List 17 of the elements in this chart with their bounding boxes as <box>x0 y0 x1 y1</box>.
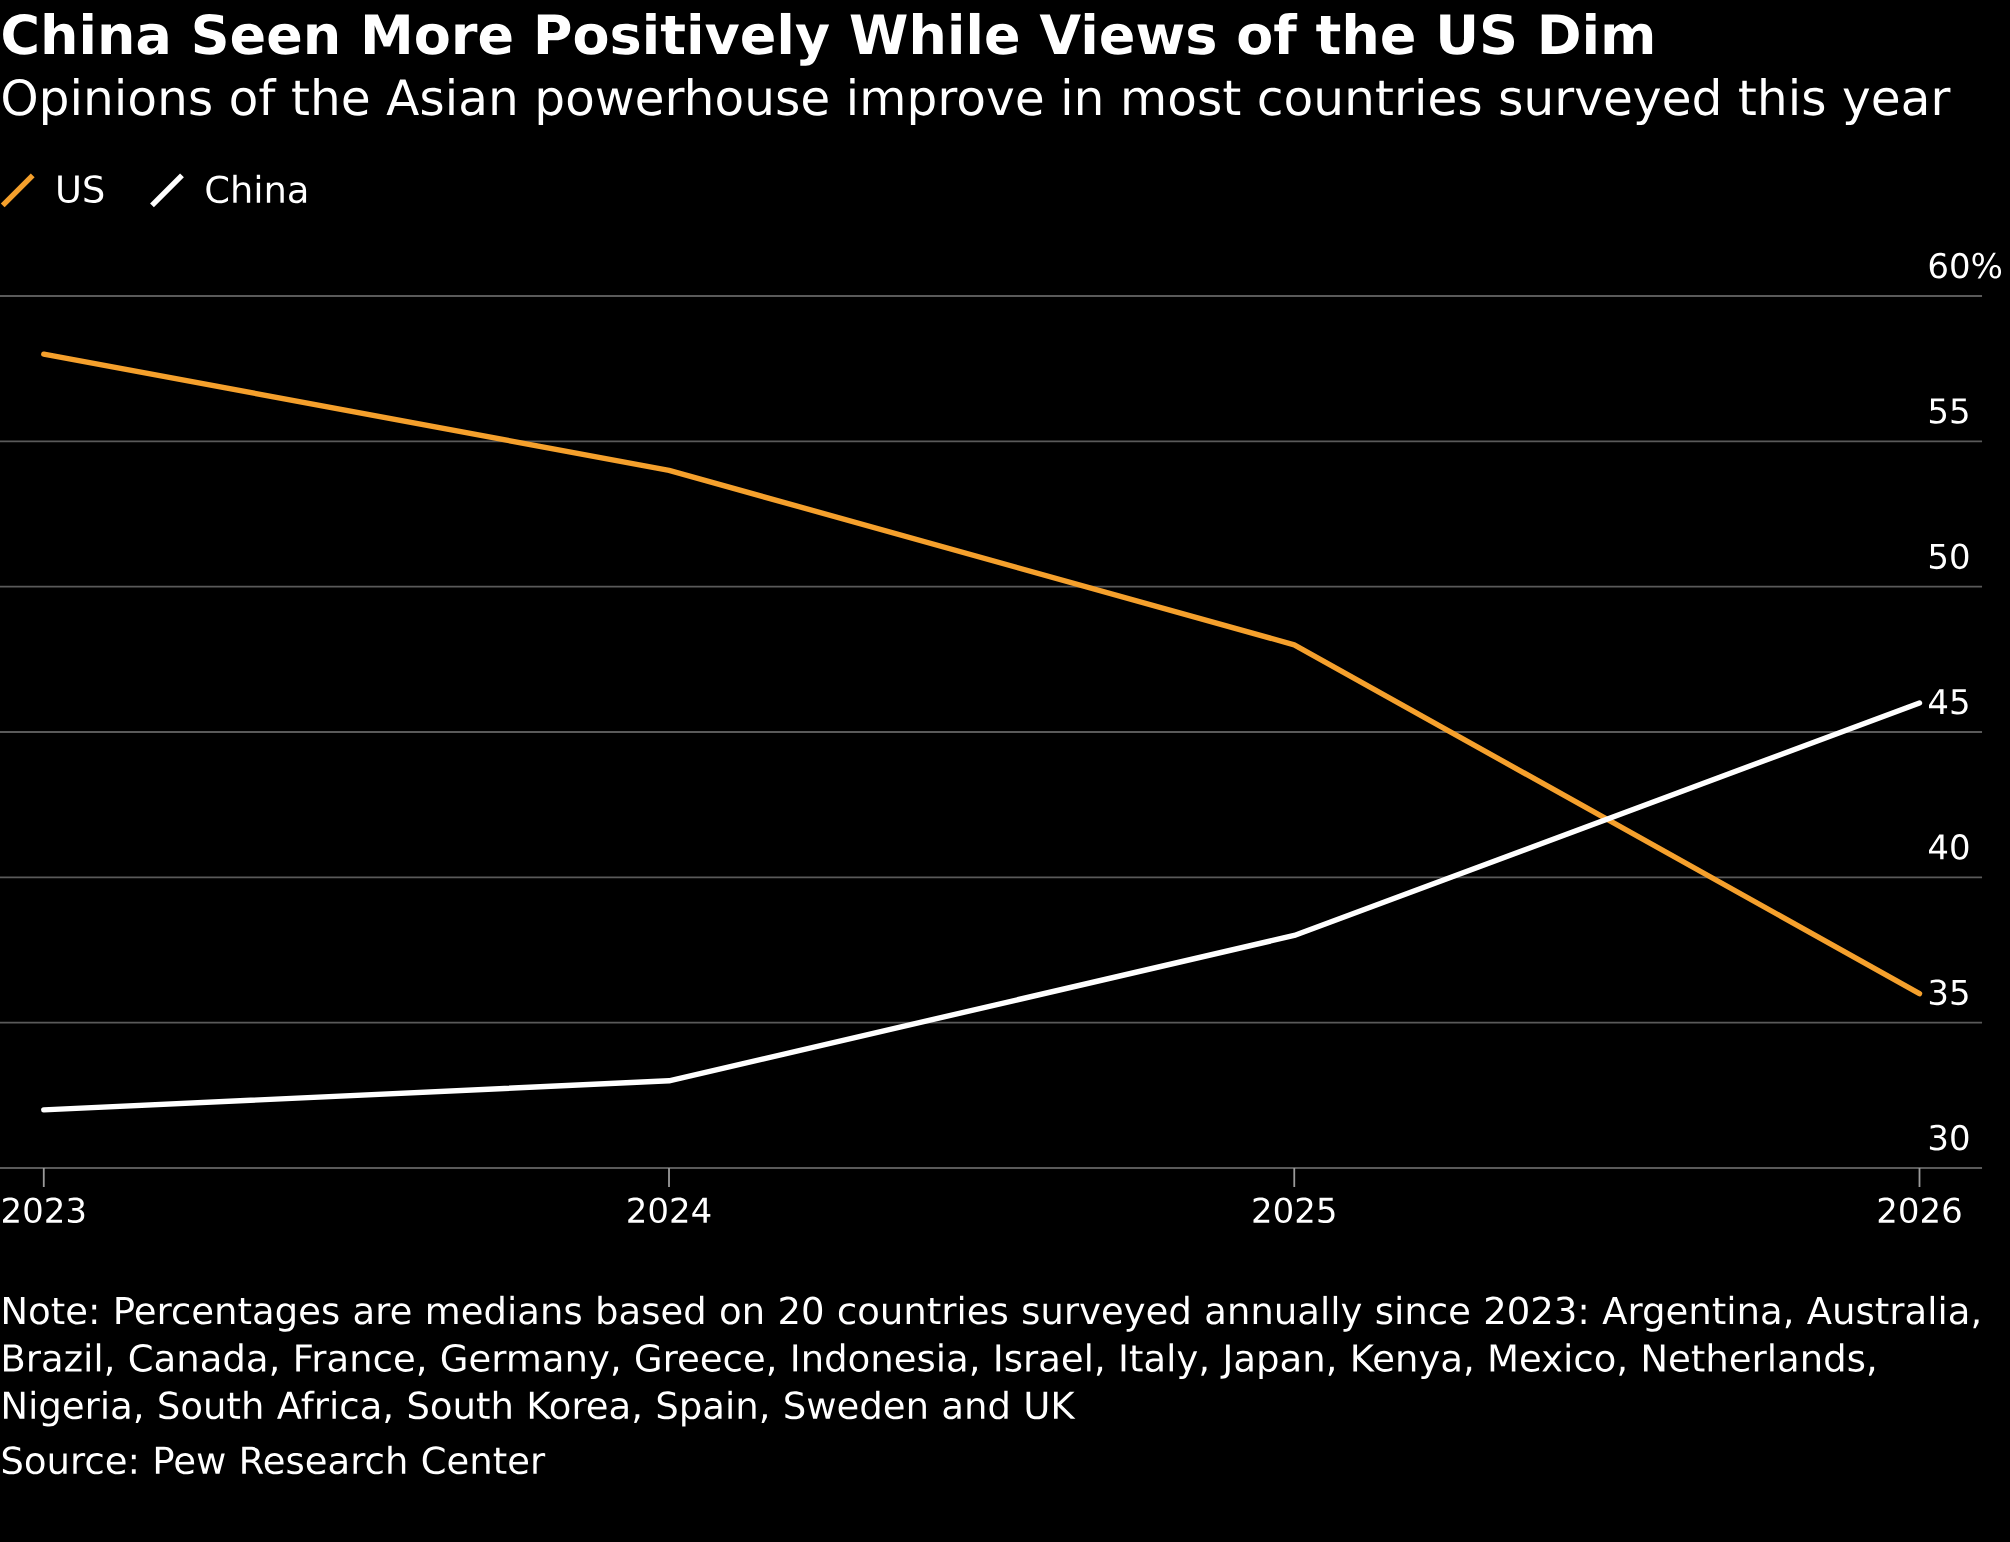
y-tick-label: 30 <box>1929 1124 1969 1151</box>
y-tick-label: 60% <box>1929 252 2002 279</box>
y-tick-label: 45 <box>1929 689 1968 715</box>
x-tick-label: 2024 <box>628 1197 711 1224</box>
legend-label: US <box>58 175 104 203</box>
chart-title: China Seen More Positively While Views of the US Dim <box>3 12 1653 66</box>
y-tick-label: 35 <box>1929 979 1968 1006</box>
x-tick-label: 2026 <box>1878 1197 1961 1224</box>
y-tick-label: 55 <box>1929 398 1968 424</box>
x-tick-label: 2025 <box>1253 1197 1335 1224</box>
legend-label: China <box>206 174 307 204</box>
text: Note: Percentages are medians based on 20 countries surveyed annually since 2023: Argentina, Australia, Brazil, Canada, France, Germany, Greece, Indonesia, Israel, Italy, Japan, Kenya, Mexico, Netherlands, Nigeria, South Africa, South Korea, Spain, Sweden and UK <box>4 1295 1979 1427</box>
y-tick-label: 50 <box>1929 543 1969 570</box>
y-tick-label: 40 <box>1929 834 1969 860</box>
chart-subtitle: Opinions of the Asian powerhouse improve in most countries surveyed this year <box>3 78 1951 126</box>
x-tick-label: 2023 <box>3 1197 85 1224</box>
source-note: Source: Pew Research Center <box>2 1445 546 1475</box>
